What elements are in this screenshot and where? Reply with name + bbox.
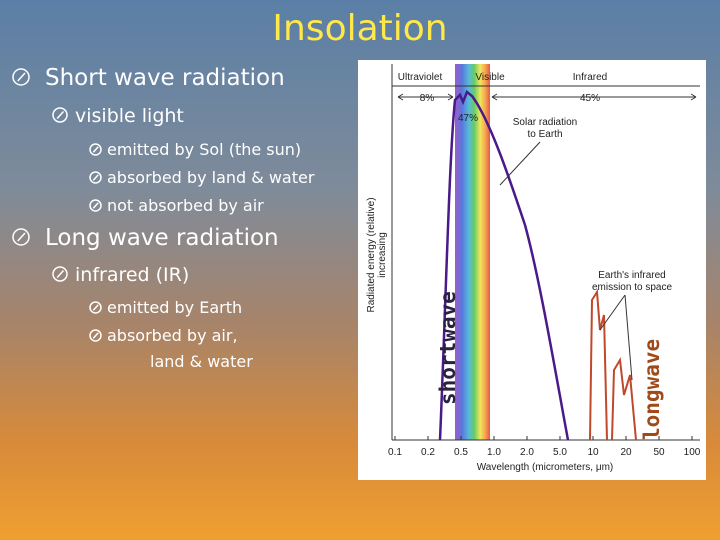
bullet-text: emitted by Sol (the sun)	[107, 140, 301, 159]
bullet-icon	[89, 199, 102, 212]
bullet-icon	[12, 228, 30, 246]
figure: Ultraviolet Visible Infrared 8% 47% 45% Solar …	[358, 60, 706, 480]
bullet-text: visible light	[75, 105, 184, 127]
share-label: 45%	[580, 93, 600, 104]
title: Insolation	[272, 8, 447, 49]
band-label: Visible	[475, 72, 505, 83]
bullet-icon	[89, 329, 102, 342]
y-axis-label: Radiated energy (relative)	[366, 197, 377, 312]
bullet-icon	[89, 143, 102, 156]
x-axis-label: Wavelength (micrometers, μm)	[477, 462, 614, 473]
bullet-icon	[56, 110, 65, 120]
bullet-text: Short wave radiation	[45, 65, 285, 91]
visible-band	[455, 64, 490, 440]
bullet-icon	[17, 72, 26, 82]
longwave-label: longwave	[640, 339, 664, 440]
range-arrows	[397, 93, 697, 101]
x-tick-label: 5.0	[553, 447, 567, 458]
bullet-icon	[92, 304, 99, 311]
pointer	[599, 294, 626, 331]
bullet-icon	[89, 171, 102, 184]
bullet-icon	[52, 107, 68, 123]
bullet-list: Short wave radiation visible light emitted…	[12, 65, 315, 371]
bullet-icon	[12, 68, 30, 86]
bullet-text: Long wave radiation	[45, 225, 279, 251]
x-tick-label: 20	[620, 447, 632, 458]
x-tick-label: 0.1	[388, 447, 402, 458]
bullet-icon	[92, 202, 99, 209]
band-label: Ultraviolet	[398, 72, 443, 83]
pointer	[624, 294, 633, 381]
bullet-text: emitted by Earth	[107, 298, 242, 317]
bullet-text: absorbed by land & water	[107, 168, 315, 187]
share-label: 47%	[458, 113, 478, 124]
solar-label: Solar radiation	[513, 117, 577, 128]
y-axis-label: increasing	[377, 232, 388, 278]
figure-frame	[358, 60, 706, 480]
bullet-icon	[89, 301, 102, 314]
x-tick-label: 1.0	[487, 447, 501, 458]
solar-label: to Earth	[527, 129, 562, 140]
bullet-text: infrared (IR)	[75, 264, 189, 286]
solar-curve	[438, 89, 570, 441]
band-label: Infrared	[573, 72, 607, 83]
bullet-icon	[56, 269, 65, 279]
x-tick-label: 10	[587, 447, 599, 458]
bullet-text: not absorbed by air	[107, 196, 264, 215]
earth-curve	[589, 288, 637, 441]
bullet-icon	[92, 146, 99, 153]
x-tick-label: 2.0	[520, 447, 534, 458]
bullet-text: land & water	[150, 352, 253, 371]
bullet-icon	[52, 266, 68, 282]
bullet-icon	[17, 232, 26, 242]
shortwave-label: shortwave	[436, 291, 460, 405]
bullet-text: absorbed by air,	[107, 326, 238, 345]
x-tick-label: 0.5	[454, 447, 468, 458]
share-label: 8%	[420, 93, 435, 104]
pointer	[499, 141, 541, 186]
earth-label: emission to space	[592, 282, 672, 293]
earth-label: Earth's infrared	[598, 270, 666, 281]
bullet-icon	[92, 332, 99, 339]
x-tick-label: 100	[684, 447, 701, 458]
x-tick-label: 50	[653, 447, 665, 458]
x-tick-label: 0.2	[421, 447, 435, 458]
bullet-icon	[92, 174, 99, 181]
